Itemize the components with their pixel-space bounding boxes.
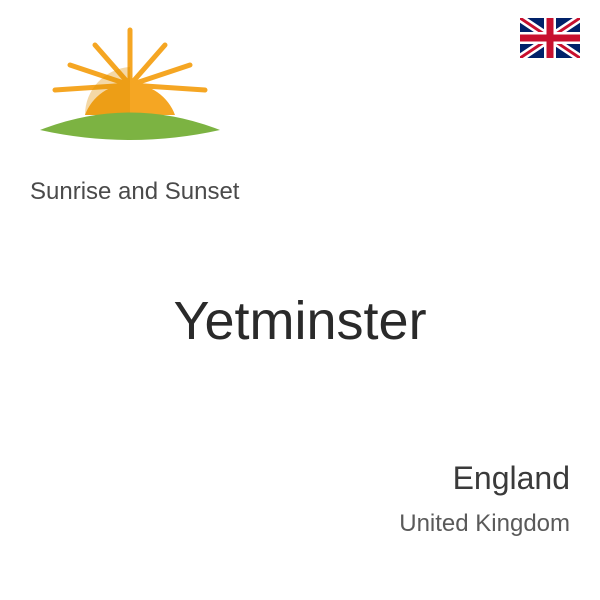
city-name: Yetminster: [0, 290, 600, 352]
region-name: England: [453, 460, 570, 497]
sunrise-logo: [30, 10, 230, 160]
uk-flag-icon: [520, 18, 580, 58]
hill-icon: [40, 113, 220, 141]
tagline-text: Sunrise and Sunset: [30, 178, 239, 206]
country-name: United Kingdom: [399, 510, 570, 538]
